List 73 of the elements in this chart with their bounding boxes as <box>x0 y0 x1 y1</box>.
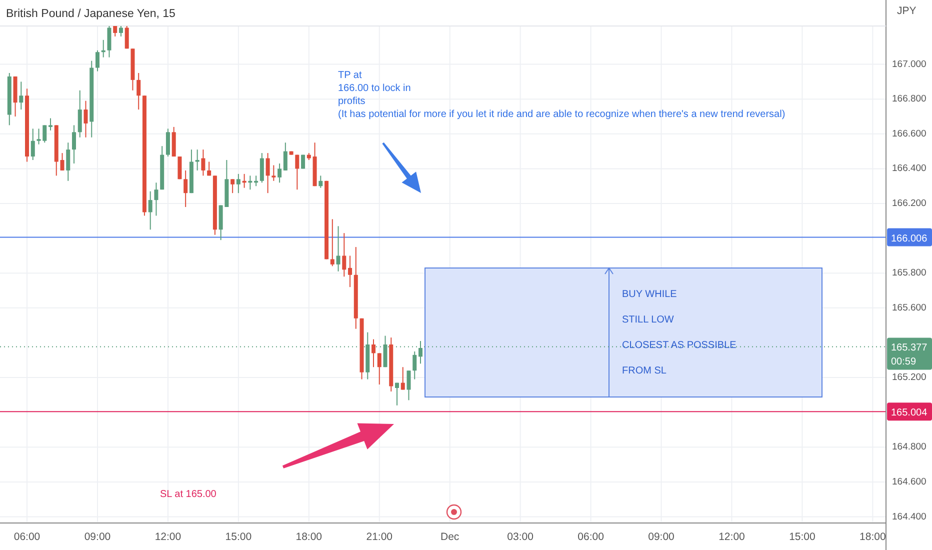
candlestick <box>118 26 123 37</box>
candlestick <box>230 178 235 194</box>
y-tick-label: 165.800 <box>892 268 926 279</box>
chart-title: British Pound / Japanese Yen, 15 <box>6 8 176 20</box>
y-tick-label: 164.600 <box>892 476 926 488</box>
x-tick-label: 09:00 <box>648 531 675 543</box>
candlestick <box>107 26 112 58</box>
candlestick <box>78 90 82 138</box>
x-tick-label: 15:00 <box>225 531 252 543</box>
candlestick <box>124 26 129 50</box>
candlestick <box>283 142 288 171</box>
candlestick <box>60 152 64 171</box>
annotation: SL at 165.00 <box>160 489 217 500</box>
candlestick <box>318 175 323 188</box>
ref-line-label: 165.377 00:59 <box>891 342 928 368</box>
annotation: TP at 166.00 to lock in profits (It has potential for more if you let it ride and are able to recognize when there's a new trend reversal) <box>338 70 786 120</box>
ref-line-label: 166.006 <box>891 233 928 244</box>
y-tick-label: 165.200 <box>892 372 926 384</box>
candlestick <box>136 72 141 110</box>
candlestick <box>377 352 382 386</box>
x-tick-label: 12:00 <box>718 531 746 543</box>
x-tick-label: 21:00 <box>366 531 393 543</box>
candlestick <box>266 152 270 194</box>
candlestick <box>148 190 152 230</box>
candlestick <box>348 255 352 288</box>
y-tick-label: 165.600 <box>892 302 926 314</box>
x-tick-label: Dec <box>440 531 460 543</box>
candlestick <box>166 128 170 158</box>
x-tick-label: 18:00 <box>860 531 886 543</box>
candlestick <box>113 26 118 37</box>
candlestick <box>30 128 35 161</box>
candlestick <box>278 162 282 184</box>
candlestick <box>418 340 422 364</box>
candlestick <box>154 182 158 216</box>
y-axis-title: JPY <box>897 5 916 17</box>
y-tick-label: 166.800 <box>892 94 926 105</box>
candlestick <box>95 50 100 72</box>
y-tick-label: 166.600 <box>892 128 926 140</box>
candlestick <box>201 149 206 176</box>
candlestick <box>342 232 346 278</box>
candlestick <box>178 156 182 180</box>
candlestick <box>295 154 300 190</box>
x-tick-label: 12:00 <box>154 531 182 543</box>
candlestick <box>272 164 276 182</box>
x-tick-label: 06:00 <box>578 531 604 543</box>
candlestick <box>412 350 417 380</box>
x-tick-label: 18:00 <box>296 531 322 543</box>
ref-line-label: 165.004 <box>891 408 928 419</box>
y-tick-label: 166.200 <box>892 198 926 210</box>
candlestick <box>84 100 88 138</box>
text: BUY WHILE STILL LOW CLOSEST AS POSSIBLE FROM SL <box>622 289 736 376</box>
candlestick <box>66 142 70 182</box>
candlestick <box>48 118 53 131</box>
candlestick <box>207 161 212 176</box>
x-tick-label: 06:00 <box>14 531 40 543</box>
y-tick-label: 164.800 <box>892 442 926 453</box>
y-tick-label: 166.400 <box>892 163 926 174</box>
candlestick <box>330 218 334 267</box>
x-tick-label: 15:00 <box>789 531 816 543</box>
candlestick <box>184 170 188 208</box>
x-tick-label: 03:00 <box>507 531 534 543</box>
candlestick <box>336 226 340 272</box>
y-tick-label: 167.000 <box>892 58 926 70</box>
candlestick <box>236 173 240 194</box>
candlestick <box>400 366 405 390</box>
candlestick <box>260 152 264 184</box>
y-tick-label: 164.400 <box>892 511 926 522</box>
candlestick <box>19 81 24 110</box>
candlestick <box>372 338 376 368</box>
x-tick-label: 09:00 <box>84 531 111 543</box>
candlestick <box>406 370 411 401</box>
candlestick <box>72 124 76 164</box>
candlestick <box>394 382 399 406</box>
